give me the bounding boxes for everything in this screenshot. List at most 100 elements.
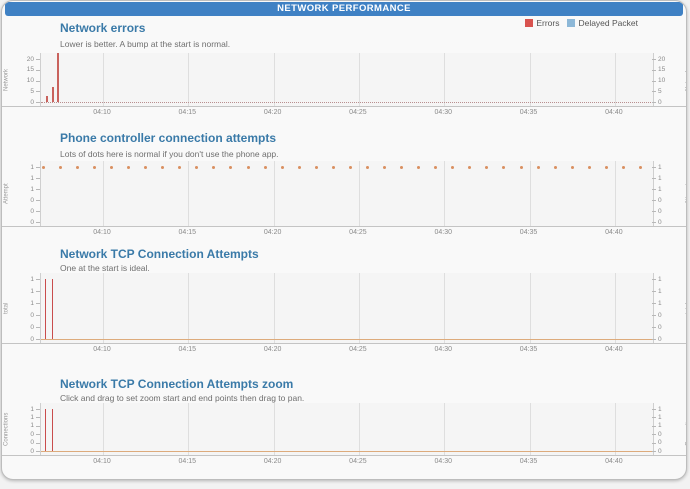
y-tick-label: 1 (658, 405, 662, 413)
y-tick-label: 1 (30, 163, 34, 171)
x-tick-label: 04:35 (519, 229, 538, 236)
bar (51, 86, 54, 102)
tcp-attempts-zoom-chart[interactable]: 04:10 04:15 04:20 04:25 04:30 04:35 04:40 1 1 1 1 1… (2, 403, 687, 465)
x-tick-label: 04:25 (349, 458, 367, 465)
y-tickmark (36, 200, 40, 201)
y-tickmark (652, 211, 656, 212)
y-tickmark (652, 451, 656, 452)
y-tick-label: 0 (658, 207, 662, 215)
x-gridline (273, 161, 275, 226)
phone-controller-chart[interactable]: 04:10 04:15 04:20 04:25 04:30 04:35 04:40 1 1 1 1 1… (2, 161, 686, 236)
y-tick-label: 10 (26, 77, 34, 84)
y-tick-label: 20 (658, 55, 666, 63)
x-tick-label: 04:15 (178, 109, 197, 116)
data-point (604, 165, 608, 169)
y-tickmark (36, 434, 40, 436)
data-point (365, 165, 369, 169)
y-tickmark (652, 339, 656, 340)
panel-title: NETWORK PERFORMANCE (277, 3, 411, 14)
y-tick-label: 1 (658, 299, 662, 307)
x-tick-label: 04:10 (93, 109, 111, 116)
chart-legend: Errors Delayed Packet (525, 18, 638, 28)
data-point (161, 165, 165, 169)
x-gridline (188, 161, 190, 226)
x-tick-label: 04:10 (93, 229, 111, 236)
tcp-attempts-chart[interactable]: 04:10 04:15 04:20 04:25 04:30 04:35 04:40 1 1 1 1 1… (2, 273, 686, 353)
x-gridline (529, 403, 531, 455)
y-tickmark (652, 200, 656, 201)
data-point (383, 165, 387, 169)
zero-line (41, 451, 653, 452)
y-tick-label: 5 (658, 87, 662, 95)
y-tick-label: 1 (30, 422, 34, 430)
y-tickmark (36, 451, 40, 452)
network-errors-chart[interactable]: 04:10 04:15 04:20 04:25 04:30 04:35 04:40 20 20 1… (2, 53, 687, 116)
x-tick-label: 04:40 (605, 229, 623, 236)
x-tick-label: 04:25 (349, 229, 367, 236)
y-tickmark (36, 189, 40, 190)
y-tick-label: 1 (658, 185, 662, 193)
y-tick-label: 0 (658, 218, 662, 226)
data-point (621, 165, 625, 169)
y-tick-label: 0 (30, 311, 34, 319)
plot-area (40, 403, 654, 455)
bar (51, 409, 53, 451)
y-axis-title: Network (684, 53, 687, 106)
y-tick-label: 0 (658, 447, 662, 455)
y-tickmark (36, 222, 40, 223)
y-axis-title: Attempt (3, 183, 10, 204)
y-tickmark (652, 315, 656, 316)
chart-section-phone-controller-attempts: Phone controller connection attempts Lot… (2, 122, 686, 241)
y-tick-label: 15 (658, 66, 666, 74)
x-tick-label: 04:40 (605, 109, 623, 116)
phone-controller-subtitle: Lots of dots here is normal if you don't… (60, 149, 279, 159)
y-tick-label: 0 (30, 218, 34, 226)
y-axis-title: Connections (684, 403, 687, 455)
data-point (400, 165, 404, 169)
y-tick-label: 0 (30, 335, 34, 343)
x-gridline (529, 273, 531, 343)
y-tickmark (36, 303, 40, 304)
y-tick-label: 0 (30, 98, 34, 106)
y-tick-label: 0 (30, 207, 34, 215)
data-point (144, 165, 148, 169)
y-tick-label: 0 (658, 196, 662, 204)
x-tick-label: 04:30 (434, 229, 453, 236)
data-point (178, 165, 182, 169)
x-gridline (444, 161, 446, 226)
x-gridline (358, 273, 360, 343)
network-performance-panel: NETWORK PERFORMANCE Errors Delayed Packe… (1, 0, 687, 480)
y-tickmark (36, 327, 40, 328)
data-point (263, 165, 267, 169)
y-tick-label: 10 (658, 77, 666, 84)
y-tick-label: 1 (30, 299, 34, 307)
data-point (110, 165, 114, 169)
y-tickmark (652, 167, 656, 168)
x-gridline (273, 273, 275, 343)
y-tick-label: 0 (658, 98, 662, 106)
plot-area (40, 273, 654, 343)
data-point (536, 165, 540, 169)
data-point (127, 165, 131, 169)
y-tick-label: 1 (658, 174, 662, 182)
y-tickmark (36, 442, 40, 444)
y-tick-label: 0 (658, 439, 662, 447)
tcp-attempts-subtitle: One at the start is ideal. (60, 263, 150, 273)
y-tickmark (652, 279, 656, 280)
y-tickmark (36, 167, 40, 168)
y-tickmark (652, 69, 656, 71)
x-gridline (102, 53, 104, 106)
x-tick-label: 04:10 (93, 346, 111, 353)
x-axis-line (2, 455, 686, 456)
x-gridline (188, 403, 190, 455)
y-tick-label: 1 (658, 163, 662, 171)
x-axis-line (2, 343, 686, 344)
x-tick-label: 04:30 (434, 346, 453, 353)
x-gridline (102, 161, 104, 226)
data-point (348, 165, 352, 169)
y-tick-label: 0 (658, 335, 662, 343)
network-errors-title: Network errors (60, 21, 146, 35)
y-tick-label: 15 (26, 66, 34, 74)
y-tickmark (652, 303, 656, 304)
y-tickmark (36, 409, 40, 410)
